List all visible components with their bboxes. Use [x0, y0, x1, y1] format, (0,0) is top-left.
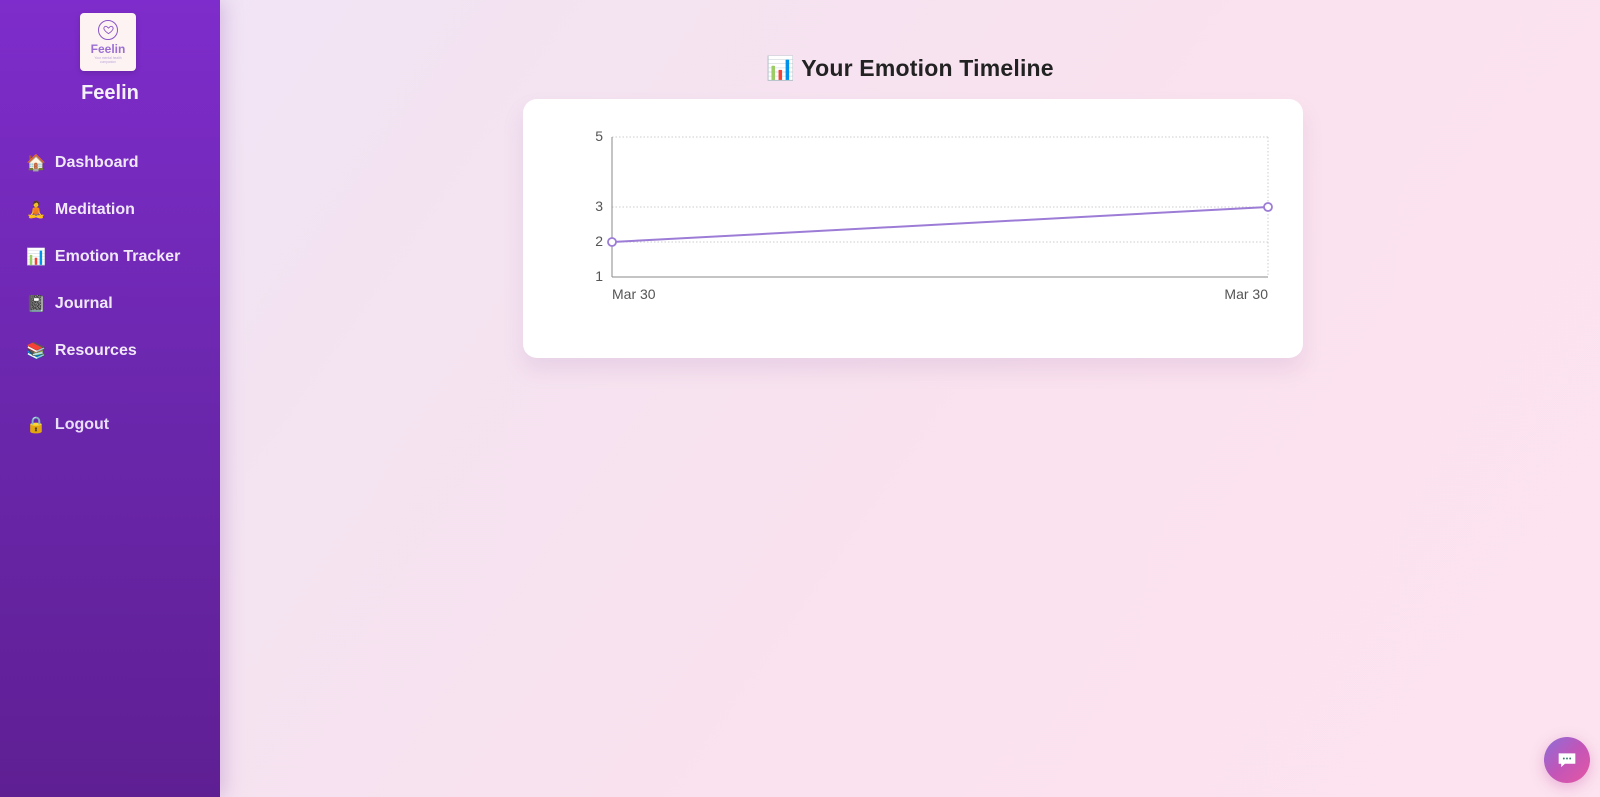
svg-text:1: 1	[595, 268, 603, 284]
svg-text:Mar 30: Mar 30	[1224, 286, 1268, 302]
svg-text:5: 5	[595, 128, 603, 144]
svg-text:2: 2	[595, 233, 603, 249]
svg-text:Mar 30: Mar 30	[612, 286, 656, 302]
svg-text:3: 3	[595, 198, 603, 214]
